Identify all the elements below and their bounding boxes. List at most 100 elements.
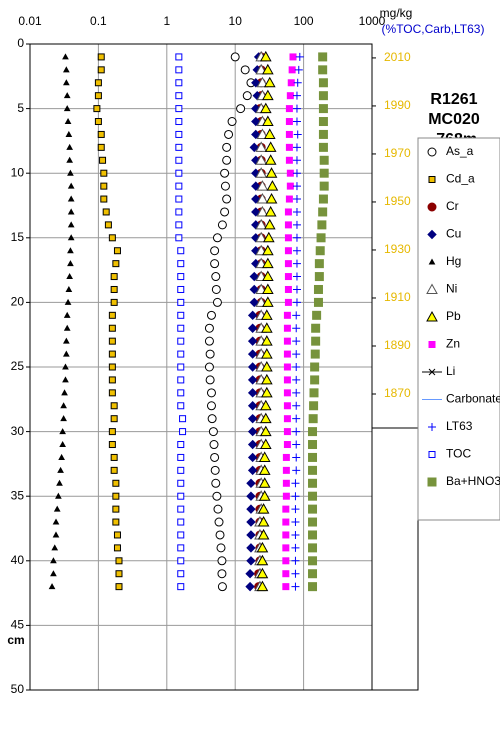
y2-tick-label: 1910: [384, 290, 411, 304]
marker: [211, 284, 221, 294]
marker: [206, 401, 216, 411]
marker: [318, 207, 328, 217]
marker: [258, 477, 271, 488]
marker: [175, 208, 183, 216]
marker: [258, 464, 271, 475]
marker: [291, 518, 300, 527]
marker: [291, 569, 300, 578]
y-axis-label: cm: [7, 633, 24, 647]
marker: [259, 425, 272, 437]
marker: [177, 376, 185, 384]
marker: [283, 415, 291, 423]
y2-tick-label: 1950: [384, 194, 411, 208]
marker: [282, 492, 290, 500]
marker: [67, 182, 75, 189]
marker: [256, 541, 269, 553]
marker: [67, 195, 75, 202]
marker: [309, 388, 319, 398]
marker: [292, 195, 301, 204]
marker: [175, 182, 183, 190]
marker: [256, 205, 269, 217]
legend-label: Ba+HNO3: [446, 474, 500, 488]
marker: [246, 530, 256, 540]
marker: [55, 492, 62, 499]
marker: [318, 129, 328, 139]
y2-tick-label: 1990: [384, 98, 411, 112]
marker: [53, 505, 61, 512]
marker: [177, 389, 185, 397]
marker: [284, 208, 292, 216]
marker: [257, 528, 270, 540]
marker: [67, 208, 75, 215]
marker: [264, 154, 277, 165]
y-tick-label: 10: [11, 165, 25, 179]
marker: [308, 491, 318, 501]
legend-label: Li: [446, 364, 455, 378]
marker: [255, 167, 268, 178]
y-tick-label: 35: [11, 488, 25, 502]
marker: [110, 273, 118, 281]
marker: [308, 414, 318, 424]
marker: [251, 116, 261, 127]
marker: [266, 180, 279, 191]
marker: [318, 52, 328, 62]
marker: [227, 117, 237, 127]
marker: [177, 557, 185, 565]
marker: [428, 368, 436, 376]
marker: [247, 388, 258, 398]
marker: [292, 285, 301, 294]
marker: [284, 298, 292, 306]
marker: [210, 465, 220, 475]
marker: [292, 169, 301, 178]
marker: [308, 517, 318, 527]
marker: [258, 451, 271, 462]
marker: [292, 298, 301, 307]
marker: [175, 195, 183, 203]
marker: [292, 143, 301, 152]
marker: [112, 260, 120, 268]
marker: [246, 543, 256, 553]
marker: [255, 141, 268, 152]
y2-tick-label: 1970: [384, 146, 411, 160]
title-line: R1261: [430, 91, 477, 108]
marker: [63, 311, 71, 318]
marker: [217, 569, 227, 579]
marker: [115, 557, 123, 565]
marker: [220, 207, 230, 217]
marker: [62, 363, 69, 370]
marker: [308, 582, 318, 592]
marker: [262, 231, 275, 243]
marker: [222, 194, 232, 204]
marker: [256, 180, 269, 191]
legend-label: Cr: [446, 199, 459, 213]
marker: [115, 570, 123, 578]
marker: [308, 452, 318, 462]
marker: [113, 247, 121, 255]
marker: [177, 402, 185, 410]
marker: [286, 169, 294, 177]
cover-box: [371, 427, 419, 691]
marker: [427, 477, 437, 487]
marker: [284, 273, 292, 281]
marker: [283, 441, 291, 449]
marker: [313, 297, 323, 307]
marker: [318, 65, 328, 75]
marker: [212, 297, 222, 307]
legend-label: Cu: [446, 227, 461, 241]
marker: [56, 479, 63, 486]
marker: [246, 556, 256, 566]
marker: [292, 388, 301, 397]
marker: [62, 376, 69, 383]
marker: [67, 260, 74, 267]
marker: [261, 63, 274, 75]
y-tick-label: 40: [11, 553, 25, 567]
marker: [177, 298, 185, 306]
marker: [314, 259, 324, 269]
marker: [260, 386, 273, 398]
marker: [214, 517, 224, 527]
marker: [291, 492, 300, 501]
marker: [247, 375, 258, 385]
marker: [108, 389, 116, 397]
title-line: MC020: [428, 111, 480, 128]
